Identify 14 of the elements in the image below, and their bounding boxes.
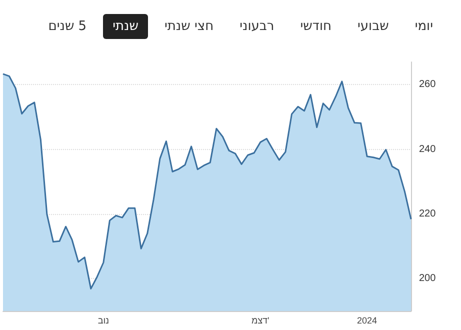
y-tick-label: 240	[419, 144, 436, 155]
x-tick-label: דצמ'	[251, 316, 270, 326]
y-tick-label: 200	[419, 273, 436, 284]
text: 5 שנים	[47, 18, 88, 36]
text: שבועי	[356, 18, 390, 36]
text: שנתי	[102, 14, 148, 39]
x-tick-label: נוב	[98, 316, 110, 326]
y-tick-label: 260	[419, 79, 436, 90]
x-tick-label: 2024	[357, 316, 378, 326]
text: יומי	[414, 18, 434, 36]
text: רבעוני	[238, 18, 276, 36]
text: חצי שנתי	[163, 18, 215, 36]
text: חודשי	[299, 18, 332, 36]
y-tick-label: 220	[419, 208, 436, 220]
